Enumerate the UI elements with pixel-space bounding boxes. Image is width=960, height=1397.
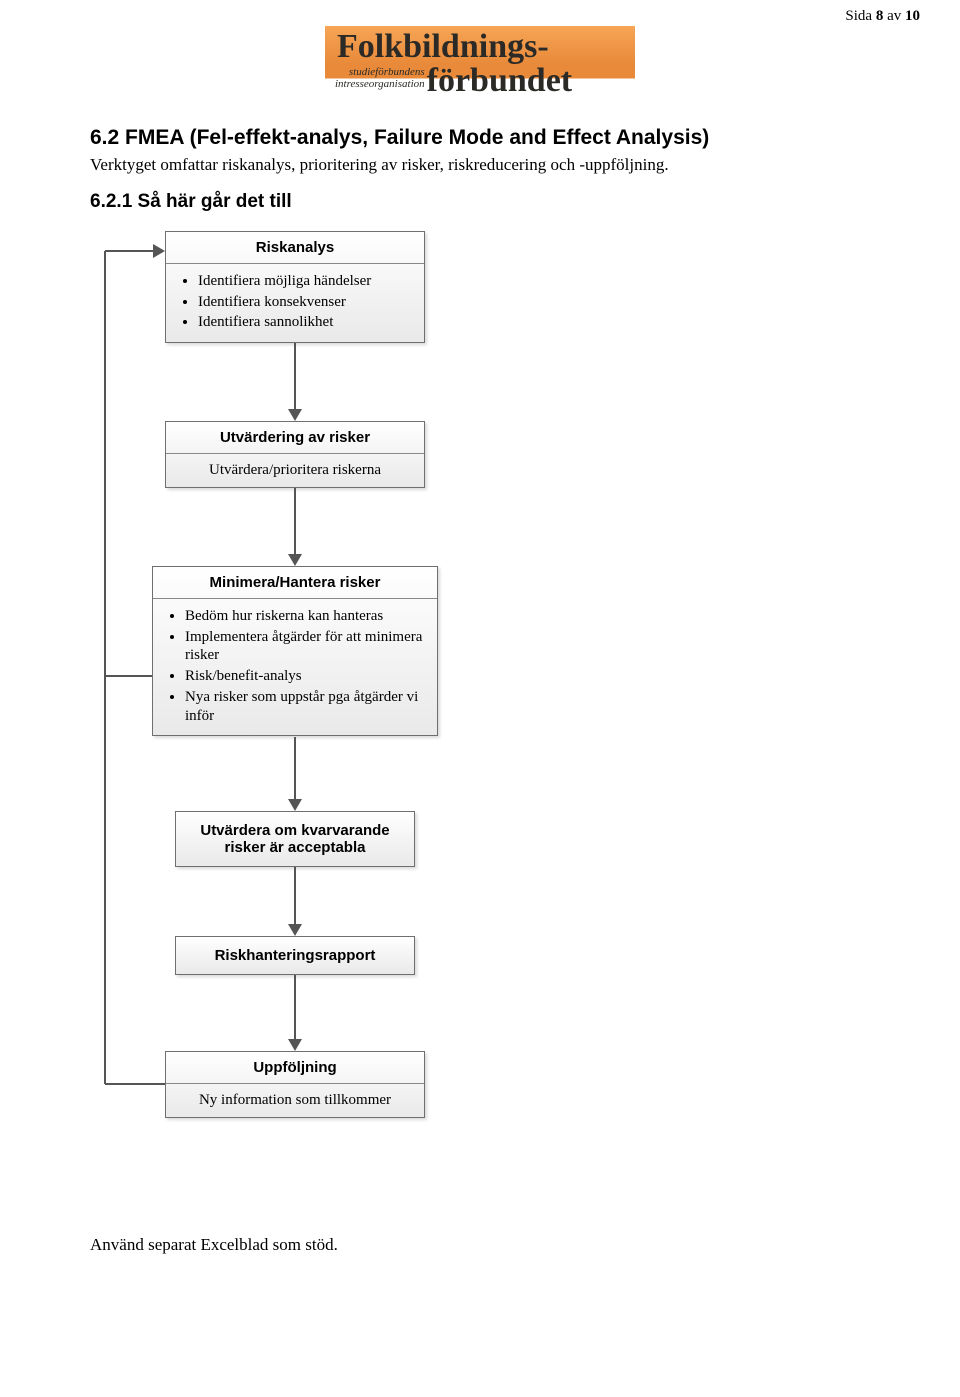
logo-subtitle: studieförbundens intresseorganisation: [335, 67, 425, 90]
flow-connector: [294, 488, 296, 564]
arrow-down-icon: [288, 409, 302, 421]
logo-bold: förbundet: [427, 62, 572, 99]
flow-connector: [294, 975, 296, 1049]
flow-node-n3: Minimera/Hantera riskerBedöm hur riskern…: [152, 566, 438, 737]
arrow-down-icon: [288, 799, 302, 811]
section-heading: 6.2 FMEA (Fel-effekt-analys, Failure Mod…: [90, 126, 870, 150]
flow-node-item: Nya risker som uppstår pga åtgärder vi i…: [185, 688, 427, 726]
flow-node-title: Uppföljning: [166, 1052, 424, 1083]
flow-node-body: Identifiera möjliga händelser Identifiera…: [166, 263, 424, 342]
flow-node-item: Bedöm hur riskerna kan hanteras: [185, 607, 427, 626]
flow-node-body: Ny information som tillkommer: [166, 1083, 424, 1117]
flow-node-item: Identifiera sannolikhet: [198, 313, 414, 332]
intro-text: Verktyget omfattar riskanalys, prioriter…: [90, 154, 870, 177]
flow-node-n4: Utvärdera om kvarvaranderisker är accept…: [175, 811, 415, 867]
flowchart: RiskanalysIdentifiera möjliga händelserI…: [90, 231, 870, 1231]
subsection-heading: 6.2.1 Så här går det till: [90, 191, 870, 213]
logo-sub-2: intresseorganisation: [335, 78, 425, 90]
flow-node-title: Utvärdering av risker: [166, 422, 424, 453]
flow-node-item: Identifiera konsekvenser: [198, 293, 414, 312]
page-label-prefix: Sida: [845, 8, 875, 24]
flow-node-title: Riskanalys: [166, 232, 424, 263]
flow-node-title: Riskhanteringsrapport: [176, 937, 414, 974]
arrow-down-icon: [288, 924, 302, 936]
flow-node-n2: Utvärdering av riskerUtvärdera/prioriter…: [165, 421, 425, 488]
flow-node-item: Risk/benefit-analys: [185, 667, 427, 686]
flow-node-title: Utvärdera om kvarvaranderisker är accept…: [176, 812, 414, 866]
flow-node-title: Minimera/Hantera risker: [153, 567, 437, 598]
flow-node-item: Identifiera möjliga händelser: [198, 272, 414, 291]
arrow-right-icon: [153, 244, 165, 258]
page-label-mid: av: [883, 8, 905, 24]
flow-node-n5: Riskhanteringsrapport: [175, 936, 415, 975]
page-total: 10: [905, 8, 920, 24]
arrow-down-icon: [288, 554, 302, 566]
flow-connector: [294, 343, 296, 419]
flow-node-body: Utvärdera/prioritera riskerna: [166, 453, 424, 487]
flow-node-body: Bedöm hur riskerna kan hanteras Implement…: [153, 598, 437, 736]
flow-node-item: Implementera åtgärder för att minimera r…: [185, 628, 427, 666]
flow-connector: [105, 1083, 165, 1085]
flow-connector: [105, 675, 152, 677]
flow-node-n1: RiskanalysIdentifiera möjliga händelserI…: [165, 231, 425, 343]
logo-line1: Folkbildnings-: [325, 26, 635, 64]
page-number: Sida 8 av 10: [845, 8, 920, 25]
flow-node-n6: UppföljningNy information som tillkommer: [165, 1051, 425, 1118]
logo-sub-1: studieförbundens: [349, 66, 425, 78]
flow-connector: [104, 251, 106, 1085]
arrow-down-icon: [288, 1039, 302, 1051]
logo-line2: studieförbundens intresseorganisation fö…: [325, 64, 635, 100]
logo: Folkbildnings- studieförbundens intresse…: [90, 26, 870, 100]
footer-text: Använd separat Excelblad som stöd.: [90, 1235, 870, 1255]
